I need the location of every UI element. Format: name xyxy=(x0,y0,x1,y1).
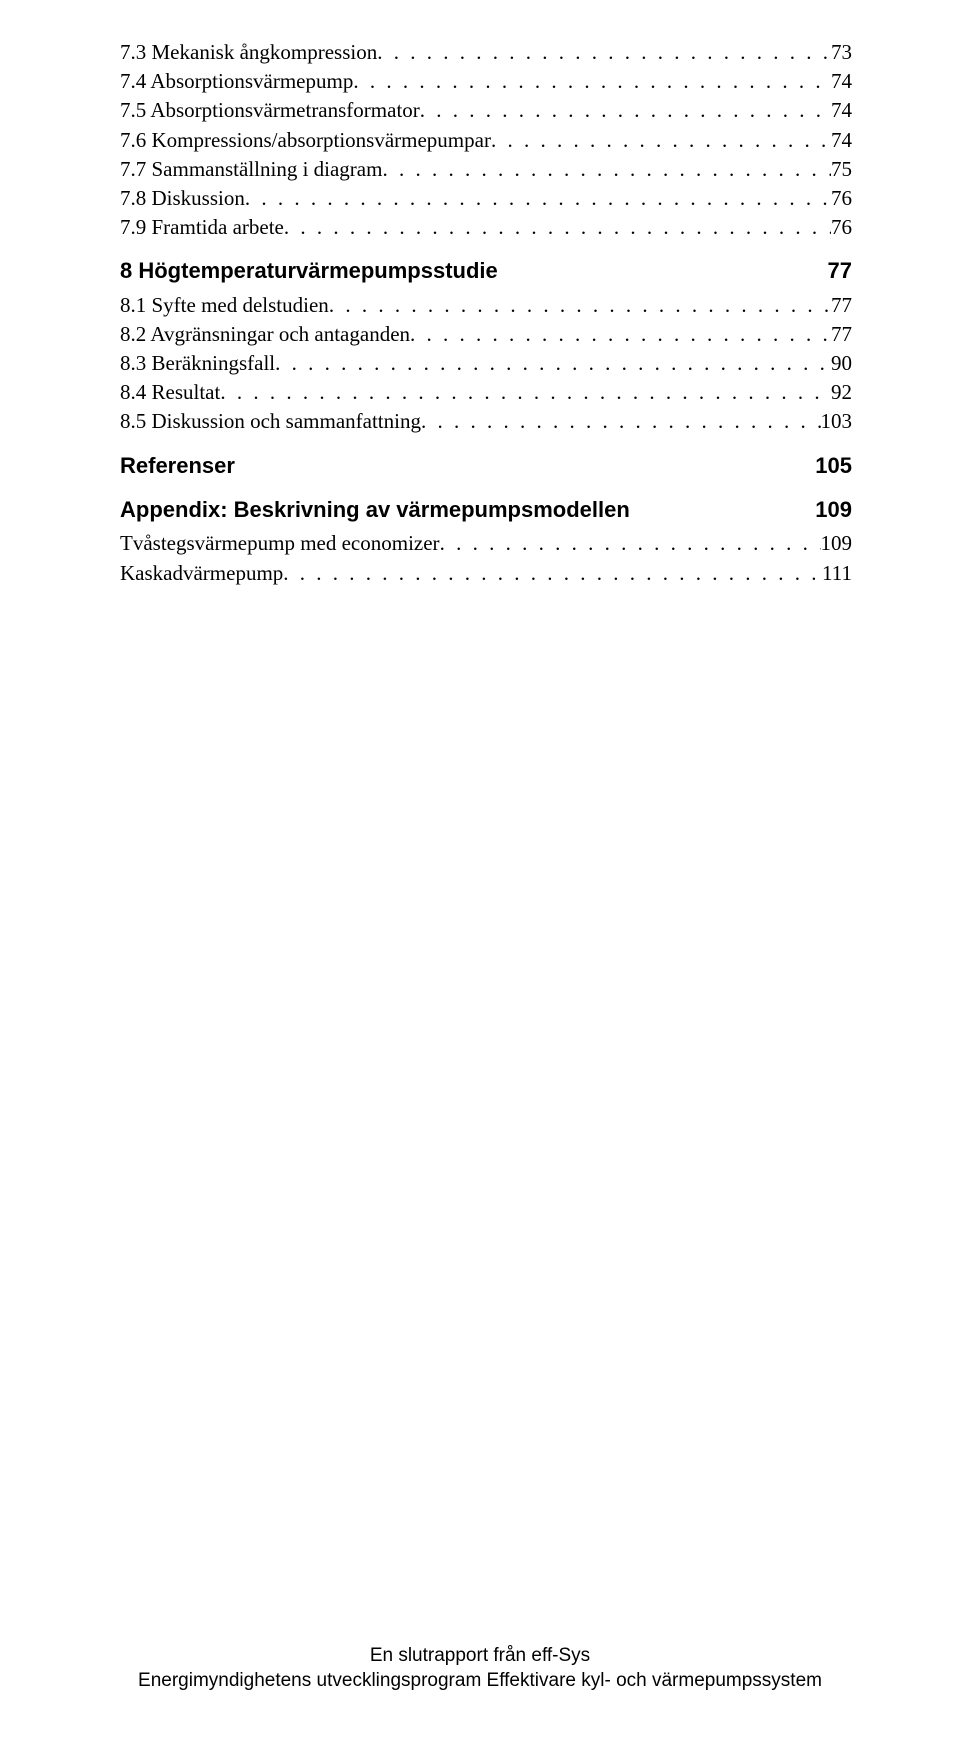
toc-leader: . . . . . . . . . . . . . . . . . . . . … xyxy=(284,215,831,240)
toc-entry-page: 103 xyxy=(821,409,853,434)
toc-entry: 8.4 Resultat. . . . . . . . . . . . . . … xyxy=(120,380,852,405)
toc-entry-page: 111 xyxy=(822,561,852,586)
toc-leader: . . . . . . . . . . . . . . . . . . . . … xyxy=(410,322,831,347)
toc-entry-page: 76 xyxy=(831,215,852,240)
toc-entry: 7.7 Sammanställning i diagram. . . . . .… xyxy=(120,157,852,182)
toc-leader: . . . . . . . . . . . . . . . . . . . . … xyxy=(283,561,822,586)
toc-entry-label: 7.7 Sammanställning i diagram xyxy=(120,157,382,182)
table-of-contents: 7.3 Mekanisk ångkompression. . . . . . .… xyxy=(120,40,852,586)
toc-entry-label: 8.3 Beräkningsfall xyxy=(120,351,275,376)
toc-section-heading: Referenser 105 xyxy=(120,453,852,479)
toc-entry-label: 8.4 Resultat xyxy=(120,380,220,405)
toc-entry: 8.3 Beräkningsfall. . . . . . . . . . . … xyxy=(120,351,852,376)
toc-entry-page: 75 xyxy=(831,157,852,182)
toc-leader: . . . . . . . . . . . . . . . . . . . . … xyxy=(245,186,831,211)
toc-entry-page: 74 xyxy=(831,98,852,123)
toc-entry-label: Tvåstegsvärmepump med economizer xyxy=(120,531,440,556)
toc-leader: . . . . . . . . . . . . . . . . . . . . … xyxy=(491,128,831,153)
toc-entry-page: 92 xyxy=(831,380,852,405)
toc-leader: . . . . . . . . . . . . . . . . . . . . … xyxy=(220,380,831,405)
toc-entry-label: 7.3 Mekanisk ångkompression xyxy=(120,40,377,65)
toc-entry-label: Kaskadvärmepump xyxy=(120,561,283,586)
toc-entry-page: 74 xyxy=(831,69,852,94)
toc-leader: . . . . . . . . . . . . . . . . . . . . … xyxy=(329,293,831,318)
toc-entry: 7.4 Absorptionsvärmepump. . . . . . . . … xyxy=(120,69,852,94)
toc-entry-page: 109 xyxy=(815,497,852,523)
toc-entry-label: 7.6 Kompressions/absorptionsvärmepumpar xyxy=(120,128,491,153)
toc-entry-page: 105 xyxy=(815,453,852,479)
toc-entry-label: 8.1 Syfte med delstudien xyxy=(120,293,329,318)
toc-leader: . . . . . . . . . . . . . . . . . . . . … xyxy=(382,157,831,182)
toc-entry: 8.5 Diskussion och sammanfattning. . . .… xyxy=(120,409,852,434)
toc-entry-label: 7.8 Diskussion xyxy=(120,186,245,211)
toc-entry: 7.5 Absorptionsvärmetransformator. . . .… xyxy=(120,98,852,123)
toc-entry: 8.2 Avgränsningar och antaganden. . . . … xyxy=(120,322,852,347)
toc-entry-page: 77 xyxy=(831,322,852,347)
footer-line-1: En slutrapport från eff-Sys xyxy=(0,1643,960,1669)
toc-entry-label: Referenser xyxy=(120,453,235,479)
toc-entry-page: 73 xyxy=(831,40,852,65)
toc-entry-label: 8.5 Diskussion och sammanfattning xyxy=(120,409,421,434)
page-footer: En slutrapport från eff-Sys Energimyndig… xyxy=(0,1643,960,1694)
toc-entry-page: 77 xyxy=(828,258,852,284)
footer-line-2: Energimyndighetens utvecklingsprogram Ef… xyxy=(0,1668,960,1694)
toc-leader: . . . . . . . . . . . . . . . . . . . . … xyxy=(421,409,821,434)
toc-leader: . . . . . . . . . . . . . . . . . . . . … xyxy=(275,351,831,376)
toc-entry: 8.1 Syfte med delstudien. . . . . . . . … xyxy=(120,293,852,318)
toc-leader: . . . . . . . . . . . . . . . . . . . . … xyxy=(377,40,831,65)
toc-entry: Tvåstegsvärmepump med economizer. . . . … xyxy=(120,531,852,556)
toc-entry-label: 7.9 Framtida arbete xyxy=(120,215,284,240)
toc-entry: 7.8 Diskussion. . . . . . . . . . . . . … xyxy=(120,186,852,211)
toc-entry-label: 8.2 Avgränsningar och antaganden xyxy=(120,322,410,347)
toc-entry-label: Appendix: Beskrivning av värmepumpsmodel… xyxy=(120,497,630,523)
toc-entry-label: 7.4 Absorptionsvärmepump xyxy=(120,69,353,94)
toc-section-heading: 8 Högtemperaturvärmepumpsstudie 77 xyxy=(120,258,852,284)
toc-leader: . . . . . . . . . . . . . . . . . . . . … xyxy=(420,98,831,123)
toc-entry-page: 76 xyxy=(831,186,852,211)
toc-entry: Kaskadvärmepump. . . . . . . . . . . . .… xyxy=(120,561,852,586)
toc-entry-label: 8 Högtemperaturvärmepumpsstudie xyxy=(120,258,498,284)
toc-leader: . . . . . . . . . . . . . . . . . . . . … xyxy=(440,531,821,556)
toc-section-heading: Appendix: Beskrivning av värmepumpsmodel… xyxy=(120,497,852,523)
toc-entry-page: 77 xyxy=(831,293,852,318)
toc-entry-page: 90 xyxy=(831,351,852,376)
toc-entry-label: 7.5 Absorptionsvärmetransformator xyxy=(120,98,420,123)
toc-leader: . . . . . . . . . . . . . . . . . . . . … xyxy=(353,69,831,94)
toc-entry-page: 109 xyxy=(821,531,853,556)
toc-entry: 7.3 Mekanisk ångkompression. . . . . . .… xyxy=(120,40,852,65)
toc-entry-page: 74 xyxy=(831,128,852,153)
toc-entry: 7.9 Framtida arbete. . . . . . . . . . .… xyxy=(120,215,852,240)
toc-entry: 7.6 Kompressions/absorptionsvärmepumpar.… xyxy=(120,128,852,153)
